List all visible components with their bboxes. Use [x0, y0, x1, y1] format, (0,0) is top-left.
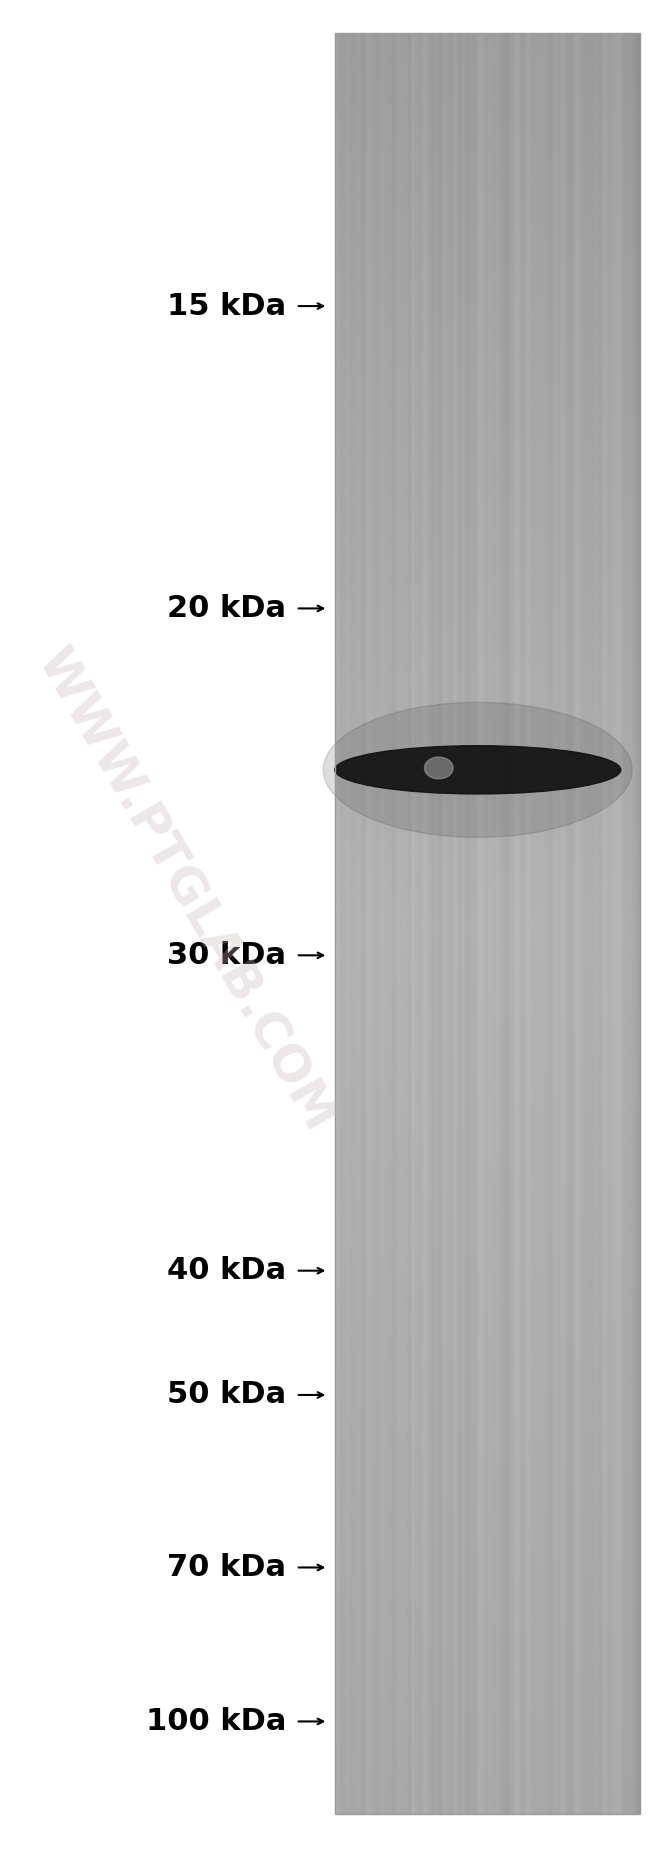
Ellipse shape — [424, 757, 453, 779]
Text: 20 kDa: 20 kDa — [167, 594, 286, 623]
Text: 100 kDa: 100 kDa — [146, 1707, 286, 1736]
Ellipse shape — [335, 746, 621, 794]
Text: WWW.PTGLAB.COM: WWW.PTGLAB.COM — [27, 640, 343, 1141]
Text: 30 kDa: 30 kDa — [167, 940, 286, 970]
Text: 50 kDa: 50 kDa — [167, 1380, 286, 1410]
Text: 70 kDa: 70 kDa — [167, 1553, 286, 1582]
Text: 15 kDa: 15 kDa — [167, 291, 286, 321]
Ellipse shape — [323, 703, 632, 837]
Text: 40 kDa: 40 kDa — [167, 1256, 286, 1286]
